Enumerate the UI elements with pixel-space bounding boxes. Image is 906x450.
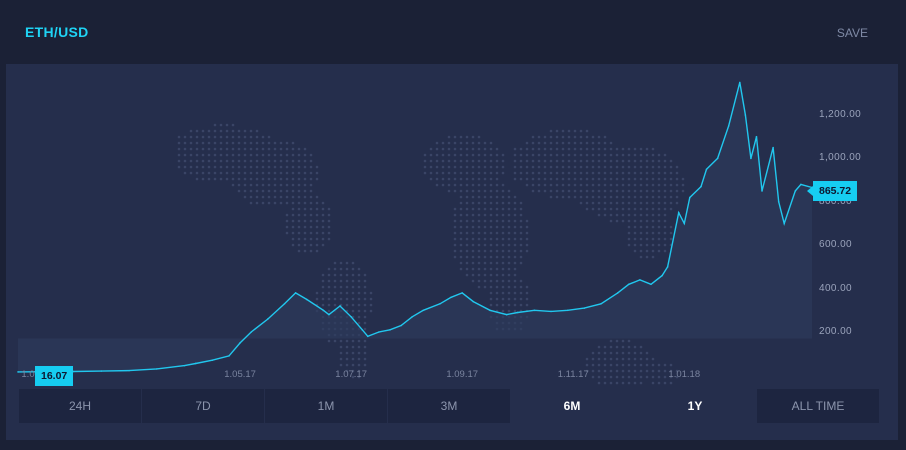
data-point <box>489 309 491 312</box>
data-point <box>461 292 463 294</box>
data-point <box>505 313 508 316</box>
data-point <box>328 313 330 316</box>
y-tick-label: 400.00 <box>819 282 852 294</box>
header: ETH/USD SAVE <box>0 0 906 64</box>
x-tick-label: 1.01.18 <box>668 369 701 380</box>
data-point <box>128 369 130 372</box>
data-point <box>727 125 730 127</box>
page-title: ETH/USD <box>25 24 89 40</box>
start-price-callout: 16.07 <box>35 366 74 386</box>
data-point <box>744 114 747 116</box>
range-button-1y[interactable]: 1Y <box>634 389 757 423</box>
data-point <box>661 274 663 277</box>
data-point <box>533 309 536 312</box>
range-button-6m[interactable]: 6M <box>511 389 634 423</box>
data-point <box>794 190 797 192</box>
data-point <box>472 300 475 303</box>
data-point <box>566 309 569 312</box>
save-button[interactable]: SAVE <box>836 26 868 40</box>
range-button-1m[interactable]: 1M <box>265 389 388 423</box>
current-price-callout: 865.72 <box>806 181 858 201</box>
range-button-all-time[interactable]: ALL TIME <box>757 389 879 423</box>
data-point <box>361 329 364 331</box>
data-point <box>777 201 780 203</box>
data-point <box>367 335 369 338</box>
data-point <box>600 302 602 305</box>
data-point <box>350 316 352 318</box>
data-point <box>339 305 341 307</box>
data-point <box>716 157 719 160</box>
x-tick-label: 1.09.17 <box>446 369 479 380</box>
data-point <box>616 292 619 294</box>
data-point <box>305 298 308 301</box>
data-point <box>739 81 741 84</box>
x-tick-label: 1.05.17 <box>224 369 256 380</box>
range-button-24h[interactable]: 24H <box>19 389 142 423</box>
data-point <box>666 266 669 268</box>
data-point <box>700 185 702 188</box>
data-point <box>677 211 680 214</box>
data-point <box>627 283 630 286</box>
data-point <box>156 368 158 370</box>
data-point <box>783 222 786 225</box>
data-point <box>550 310 552 313</box>
data-point <box>761 190 763 192</box>
data-point <box>183 364 186 367</box>
data-point <box>650 283 652 286</box>
data-point <box>389 329 391 331</box>
time-range-selector: 24H 7D 1M 3M 6M 1Y ALL TIME <box>19 389 879 423</box>
data-point <box>211 359 214 362</box>
data-point <box>750 157 752 160</box>
y-tick-label: 600.00 <box>819 239 852 251</box>
data-point <box>800 183 802 186</box>
x-tick-label: 1.07.17 <box>335 369 367 380</box>
x-tick-label: 1.11.17 <box>557 369 589 380</box>
data-point <box>755 135 758 138</box>
range-button-7d[interactable]: 7D <box>142 389 265 423</box>
data-point <box>400 324 402 327</box>
data-point <box>583 307 586 309</box>
data-point <box>422 309 425 312</box>
y-tick-label: 200.00 <box>819 326 852 337</box>
data-point <box>194 362 197 365</box>
data-point <box>294 292 297 294</box>
data-point <box>250 331 253 333</box>
data-point <box>683 222 686 225</box>
data-point <box>705 168 708 171</box>
data-point <box>322 309 325 312</box>
data-point <box>228 355 230 357</box>
y-tick-label: 1,200.00 <box>819 109 862 120</box>
data-point <box>411 316 414 318</box>
series-area <box>18 82 812 372</box>
data-point <box>239 342 241 344</box>
chart-panel <box>6 64 898 440</box>
data-point <box>439 302 441 305</box>
data-point <box>772 146 774 149</box>
y-tick-label: 800.00 <box>819 195 852 207</box>
data-point <box>17 371 19 373</box>
price-chart <box>17 81 813 373</box>
data-point <box>516 311 519 314</box>
data-point <box>378 331 380 333</box>
x-tick-label: 1.0 <box>21 369 35 380</box>
data-point <box>267 318 269 320</box>
data-point <box>639 279 641 281</box>
data-point <box>100 370 103 372</box>
data-point <box>450 296 452 299</box>
range-button-3m[interactable]: 3M <box>388 389 511 423</box>
data-point <box>283 302 286 305</box>
y-tick-label: 1,000.00 <box>819 152 862 164</box>
data-point <box>689 196 691 199</box>
